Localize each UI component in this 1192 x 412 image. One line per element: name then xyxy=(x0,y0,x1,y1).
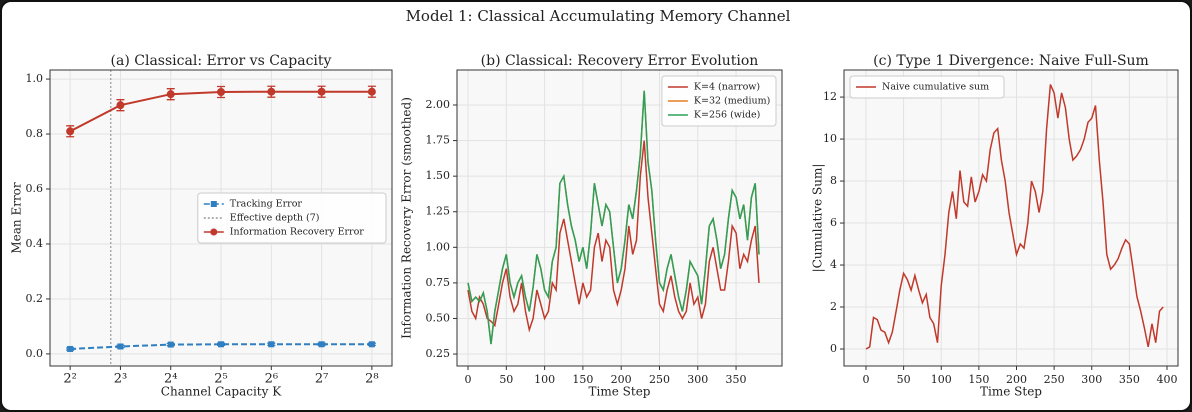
y-tick-label: 6 xyxy=(830,216,837,229)
y-tick-label: 1.25 xyxy=(426,205,451,218)
figure-title: Model 1: Classical Accumulating Memory C… xyxy=(406,7,791,25)
plot-area xyxy=(844,70,1178,366)
x-tick-label: 150 xyxy=(572,373,593,386)
y-tick-label: 1.50 xyxy=(426,169,451,182)
y-tick-label: 10 xyxy=(823,132,837,145)
x-tick-label: 250 xyxy=(649,373,670,386)
marker xyxy=(167,341,174,348)
x-axis-label: Time Step xyxy=(589,385,651,399)
y-tick-label: 1.00 xyxy=(426,240,451,253)
y-tick-label: 1.0 xyxy=(26,72,44,85)
y-axis-label: |Cumulative Sum| xyxy=(811,164,825,273)
x-tick-label: 2³ xyxy=(114,372,127,387)
x-axis-label: Time Step xyxy=(980,385,1042,399)
x-tick-label: 150 xyxy=(968,373,989,386)
x-tick-label: 350 xyxy=(1119,373,1140,386)
marker xyxy=(267,87,276,96)
x-tick-label: 350 xyxy=(726,373,747,386)
x-tick-label: 50 xyxy=(897,373,911,386)
x-tick-label: 250 xyxy=(1044,373,1065,386)
legend-label: Information Recovery Error xyxy=(230,227,365,238)
x-axis-label: Channel Capacity K xyxy=(161,385,282,399)
y-tick-label: 4 xyxy=(830,258,837,271)
x-tick-label: 0 xyxy=(465,373,472,386)
marker xyxy=(116,101,125,110)
legend-label: Tracking Error xyxy=(230,199,303,210)
y-tick-label: 2.00 xyxy=(426,98,451,111)
plot-border xyxy=(49,69,393,367)
x-tick-label: 200 xyxy=(1006,373,1027,386)
chart-title: (a) Classical: Error vs Capacity xyxy=(111,53,332,69)
series-line xyxy=(467,140,760,333)
chart-title: (c) Type 1 Divergence: Naive Full-Sum xyxy=(873,53,1149,69)
chart-title: (b) Classical: Recovery Error Evolution xyxy=(481,53,759,69)
marker xyxy=(67,345,74,352)
marker xyxy=(268,341,275,348)
y-tick-label: 0.8 xyxy=(26,127,44,140)
x-tick-label: 2⁷ xyxy=(315,372,328,387)
marker xyxy=(367,87,376,96)
legend-label: Naive cumulative sum xyxy=(882,82,989,93)
x-tick-label: 200 xyxy=(611,373,632,386)
x-tick-label: 50 xyxy=(499,373,513,386)
x-tick-label: 2⁵ xyxy=(214,372,227,387)
marker xyxy=(166,90,175,99)
x-tick-label: 2² xyxy=(63,372,76,387)
y-tick-label: 1.75 xyxy=(426,134,451,147)
plot-border xyxy=(456,69,783,367)
series-line xyxy=(467,90,760,345)
marker xyxy=(66,127,75,136)
y-tick-label: 0.25 xyxy=(426,347,451,360)
y-axis-label: Information Recovery Error (smoothed) xyxy=(400,97,414,339)
marker xyxy=(217,87,226,96)
y-tick-label: 8 xyxy=(830,174,837,187)
legend-marker xyxy=(210,201,217,207)
y-axis-label: Mean Error xyxy=(10,182,24,254)
y-tick-label: 0.2 xyxy=(26,292,44,305)
x-tick-label: 300 xyxy=(687,373,708,386)
series-line xyxy=(865,84,1164,350)
marker xyxy=(117,343,124,350)
x-tick-label: 2⁸ xyxy=(365,372,378,387)
marker xyxy=(368,341,375,348)
plot-border xyxy=(843,69,1179,367)
y-tick-label: 0.4 xyxy=(26,237,44,250)
x-tick-label: 0 xyxy=(862,373,869,386)
x-tick-label: 100 xyxy=(931,373,952,386)
legend-box xyxy=(849,75,1005,99)
legend-label: K=4 (narrow) xyxy=(694,82,760,93)
y-tick-label: 12 xyxy=(823,90,837,103)
y-tick-label: 0.0 xyxy=(26,347,44,360)
legend-box xyxy=(197,192,387,244)
x-tick-label: 400 xyxy=(1157,373,1178,386)
y-tick-label: 2 xyxy=(830,300,837,313)
marker xyxy=(318,341,325,348)
legend-box xyxy=(661,75,777,127)
y-tick-label: 0.75 xyxy=(426,276,451,289)
y-tick-label: 0.50 xyxy=(426,311,451,324)
x-tick-label: 300 xyxy=(1081,373,1102,386)
legend-label: Effective depth (7) xyxy=(230,213,320,224)
x-tick-label: 2⁶ xyxy=(265,372,278,387)
legend-label: K=256 (wide) xyxy=(694,110,761,121)
x-tick-label: 100 xyxy=(534,373,555,386)
marker xyxy=(218,341,225,348)
legend-marker xyxy=(210,228,218,236)
y-tick-label: 0.6 xyxy=(26,182,44,195)
marker xyxy=(317,87,326,96)
y-tick-label: 0 xyxy=(830,342,837,355)
legend-label: K=32 (medium) xyxy=(694,96,770,107)
x-tick-label: 2⁴ xyxy=(164,372,177,387)
